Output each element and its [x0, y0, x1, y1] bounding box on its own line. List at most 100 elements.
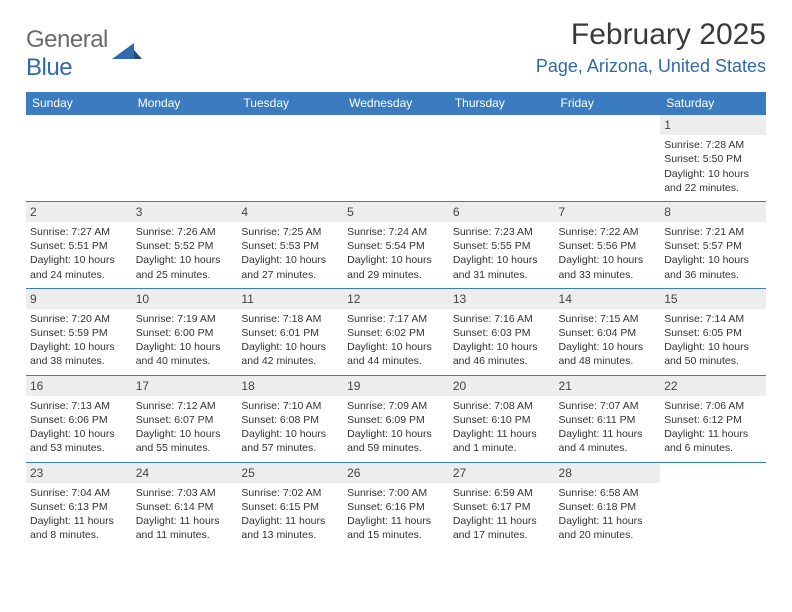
- weekday-header-row: SundayMondayTuesdayWednesdayThursdayFrid…: [26, 92, 766, 115]
- brand-text: General Blue: [26, 26, 108, 82]
- calendar-week-row: 16Sunrise: 7:13 AMSunset: 6:06 PMDayligh…: [26, 375, 766, 462]
- day-number: 18: [237, 376, 343, 396]
- calendar-day-cell: [26, 115, 132, 202]
- brand-part2: Blue: [26, 54, 72, 81]
- day-detail-text: Sunrise: 7:26 AMSunset: 5:52 PMDaylight:…: [136, 225, 234, 282]
- brand-part1: General: [26, 26, 108, 53]
- calendar-day-cell: 27 Sunrise: 6:59 AMSunset: 6:17 PMDayligh…: [449, 462, 555, 548]
- day-number: 3: [132, 202, 238, 222]
- day-detail-text: Sunrise: 7:16 AMSunset: 6:03 PMDaylight:…: [453, 312, 551, 369]
- day-detail-text: Sunrise: 7:03 AMSunset: 6:14 PMDaylight:…: [136, 486, 234, 543]
- day-detail-text: Sunrise: 6:58 AMSunset: 6:18 PMDaylight:…: [559, 486, 657, 543]
- day-detail-text: Sunrise: 7:27 AMSunset: 5:51 PMDaylight:…: [30, 225, 128, 282]
- day-detail-text: Sunrise: 7:06 AMSunset: 6:12 PMDaylight:…: [664, 399, 762, 456]
- day-detail-text: Sunrise: 7:18 AMSunset: 6:01 PMDaylight:…: [241, 312, 339, 369]
- calendar-day-cell: 28 Sunrise: 6:58 AMSunset: 6:18 PMDayligh…: [555, 462, 661, 548]
- day-number: 2: [26, 202, 132, 222]
- calendar-day-cell: 20 Sunrise: 7:08 AMSunset: 6:10 PMDayligh…: [449, 375, 555, 462]
- weekday-header: Friday: [555, 92, 661, 115]
- calendar-day-cell: 24 Sunrise: 7:03 AMSunset: 6:14 PMDayligh…: [132, 462, 238, 548]
- day-number: 11: [237, 289, 343, 309]
- day-detail-text: Sunrise: 7:13 AMSunset: 6:06 PMDaylight:…: [30, 399, 128, 456]
- weekday-header: Tuesday: [237, 92, 343, 115]
- day-number: 20: [449, 376, 555, 396]
- calendar-day-cell: 5 Sunrise: 7:24 AMSunset: 5:54 PMDaylight…: [343, 201, 449, 288]
- day-detail-text: Sunrise: 7:00 AMSunset: 6:16 PMDaylight:…: [347, 486, 445, 543]
- calendar-body: 1 Sunrise: 7:28 AMSunset: 5:50 PMDaylight…: [26, 115, 766, 549]
- day-detail-text: Sunrise: 7:23 AMSunset: 5:55 PMDaylight:…: [453, 225, 551, 282]
- weekday-header: Monday: [132, 92, 238, 115]
- day-number: 14: [555, 289, 661, 309]
- day-number: 25: [237, 463, 343, 483]
- day-detail-text: Sunrise: 7:24 AMSunset: 5:54 PMDaylight:…: [347, 225, 445, 282]
- calendar-day-cell: 13 Sunrise: 7:16 AMSunset: 6:03 PMDayligh…: [449, 288, 555, 375]
- calendar-day-cell: 26 Sunrise: 7:00 AMSunset: 6:16 PMDayligh…: [343, 462, 449, 548]
- day-number: 1: [660, 115, 766, 135]
- calendar-day-cell: 16Sunrise: 7:13 AMSunset: 6:06 PMDayligh…: [26, 375, 132, 462]
- day-number: 8: [660, 202, 766, 222]
- day-number: 7: [555, 202, 661, 222]
- brand-mark-icon: [112, 41, 142, 66]
- day-number: 22: [660, 376, 766, 396]
- calendar-day-cell: [449, 115, 555, 202]
- day-detail-text: Sunrise: 7:25 AMSunset: 5:53 PMDaylight:…: [241, 225, 339, 282]
- day-detail-text: Sunrise: 7:20 AMSunset: 5:59 PMDaylight:…: [30, 312, 128, 369]
- day-number: 17: [132, 376, 238, 396]
- month-title: February 2025: [536, 18, 766, 52]
- day-detail-text: Sunrise: 7:14 AMSunset: 6:05 PMDaylight:…: [664, 312, 762, 369]
- day-number: 15: [660, 289, 766, 309]
- day-number: 19: [343, 376, 449, 396]
- calendar-day-cell: [343, 115, 449, 202]
- calendar-day-cell: 21Sunrise: 7:07 AMSunset: 6:11 PMDayligh…: [555, 375, 661, 462]
- day-number: 12: [343, 289, 449, 309]
- day-number: 24: [132, 463, 238, 483]
- weekday-header: Thursday: [449, 92, 555, 115]
- title-block: February 2025 Page, Arizona, United Stat…: [536, 18, 766, 77]
- calendar-day-cell: [132, 115, 238, 202]
- calendar-day-cell: 19 Sunrise: 7:09 AMSunset: 6:09 PMDayligh…: [343, 375, 449, 462]
- calendar-day-cell: 6Sunrise: 7:23 AMSunset: 5:55 PMDaylight…: [449, 201, 555, 288]
- calendar-day-cell: 7Sunrise: 7:22 AMSunset: 5:56 PMDaylight…: [555, 201, 661, 288]
- day-detail-text: Sunrise: 7:08 AMSunset: 6:10 PMDaylight:…: [453, 399, 551, 456]
- day-detail-text: Sunrise: 7:09 AMSunset: 6:09 PMDaylight:…: [347, 399, 445, 456]
- calendar-day-cell: 2 Sunrise: 7:27 AMSunset: 5:51 PMDaylight…: [26, 201, 132, 288]
- day-number: 28: [555, 463, 661, 483]
- day-number: 13: [449, 289, 555, 309]
- weekday-header: Wednesday: [343, 92, 449, 115]
- calendar-day-cell: 17 Sunrise: 7:12 AMSunset: 6:07 PMDayligh…: [132, 375, 238, 462]
- calendar-day-cell: 8Sunrise: 7:21 AMSunset: 5:57 PMDaylight…: [660, 201, 766, 288]
- weekday-header: Saturday: [660, 92, 766, 115]
- day-detail-text: Sunrise: 7:28 AMSunset: 5:50 PMDaylight:…: [664, 138, 762, 195]
- day-detail-text: Sunrise: 7:12 AMSunset: 6:07 PMDaylight:…: [136, 399, 234, 456]
- calendar-day-cell: 22 Sunrise: 7:06 AMSunset: 6:12 PMDayligh…: [660, 375, 766, 462]
- calendar-day-cell: 25Sunrise: 7:02 AMSunset: 6:15 PMDayligh…: [237, 462, 343, 548]
- calendar-day-cell: 4Sunrise: 7:25 AMSunset: 5:53 PMDaylight…: [237, 201, 343, 288]
- calendar-day-cell: 1 Sunrise: 7:28 AMSunset: 5:50 PMDaylight…: [660, 115, 766, 202]
- calendar-day-cell: 18Sunrise: 7:10 AMSunset: 6:08 PMDayligh…: [237, 375, 343, 462]
- day-number: 21: [555, 376, 661, 396]
- calendar-week-row: 23Sunrise: 7:04 AMSunset: 6:13 PMDayligh…: [26, 462, 766, 548]
- brand-logo: General Blue: [26, 26, 142, 82]
- calendar-page: General Blue February 2025 Page, Arizona…: [0, 0, 792, 558]
- calendar-week-row: 9 Sunrise: 7:20 AMSunset: 5:59 PMDaylight…: [26, 288, 766, 375]
- calendar-week-row: 1 Sunrise: 7:28 AMSunset: 5:50 PMDaylight…: [26, 115, 766, 202]
- calendar-day-cell: [660, 462, 766, 548]
- calendar-day-cell: 9 Sunrise: 7:20 AMSunset: 5:59 PMDaylight…: [26, 288, 132, 375]
- calendar-day-cell: 12 Sunrise: 7:17 AMSunset: 6:02 PMDayligh…: [343, 288, 449, 375]
- day-detail-text: Sunrise: 7:15 AMSunset: 6:04 PMDaylight:…: [559, 312, 657, 369]
- calendar-day-cell: 14 Sunrise: 7:15 AMSunset: 6:04 PMDayligh…: [555, 288, 661, 375]
- day-number: 27: [449, 463, 555, 483]
- calendar-day-cell: 11 Sunrise: 7:18 AMSunset: 6:01 PMDayligh…: [237, 288, 343, 375]
- calendar-day-cell: 15 Sunrise: 7:14 AMSunset: 6:05 PMDayligh…: [660, 288, 766, 375]
- weekday-header: Sunday: [26, 92, 132, 115]
- day-detail-text: Sunrise: 6:59 AMSunset: 6:17 PMDaylight:…: [453, 486, 551, 543]
- calendar-day-cell: [237, 115, 343, 202]
- day-detail-text: Sunrise: 7:17 AMSunset: 6:02 PMDaylight:…: [347, 312, 445, 369]
- calendar-day-cell: 10Sunrise: 7:19 AMSunset: 6:00 PMDayligh…: [132, 288, 238, 375]
- day-number: 9: [26, 289, 132, 309]
- day-number: 5: [343, 202, 449, 222]
- calendar-table: SundayMondayTuesdayWednesdayThursdayFrid…: [26, 92, 766, 548]
- day-number: 23: [26, 463, 132, 483]
- header: General Blue February 2025 Page, Arizona…: [26, 18, 766, 82]
- day-number: 26: [343, 463, 449, 483]
